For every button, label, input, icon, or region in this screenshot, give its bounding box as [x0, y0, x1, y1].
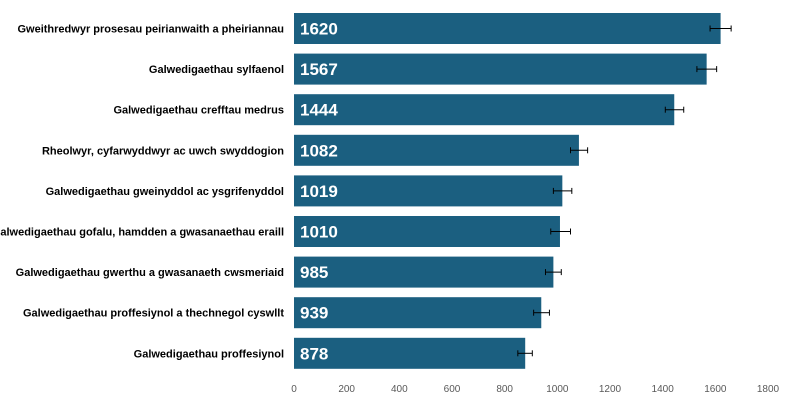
bar-value-label: 939	[300, 304, 328, 323]
bar	[294, 337, 526, 369]
bar-value-label: 1444	[300, 101, 338, 120]
category-label: Galwedigaethau gwerthu a gwasanaeth cwsm…	[16, 267, 284, 279]
x-tick-label: 0	[291, 384, 297, 395]
category-label: Galwedigaethau sylfaenol	[149, 64, 284, 76]
bar	[294, 216, 560, 247]
x-tick-label: 1600	[704, 384, 727, 395]
category-label: Galwedigaethau proffesiynol	[134, 348, 284, 360]
category-label: Galwedigaethau proffesiynol a thechnegol…	[23, 308, 284, 320]
bar	[294, 175, 563, 207]
error-bar	[570, 147, 589, 154]
category-label: Galwedigaethau gofalu, hamdden a gwasana…	[0, 227, 284, 239]
category-label: Gweithredwyr prosesau peirianwaith a phe…	[17, 24, 284, 36]
bar-value-label: 878	[300, 344, 328, 363]
bar	[294, 94, 675, 126]
bar-value-label: 1010	[300, 223, 338, 242]
x-tick-label: 200	[338, 384, 355, 395]
error-bar	[550, 228, 571, 235]
bar	[294, 297, 542, 329]
bar	[294, 53, 707, 85]
x-tick-label: 1400	[652, 384, 675, 395]
bars-layer: 1620 1567 1444 1082 1019 1010 985 939 878	[294, 13, 732, 369]
error-bar	[533, 309, 550, 316]
category-label: Galwedigaethau gweinyddol ac ysgrifenydd…	[46, 186, 284, 198]
error-bar	[544, 269, 562, 276]
error-bar	[517, 350, 533, 357]
category-label: Galwedigaethau crefftau medrus	[113, 105, 284, 117]
x-tick-label: 1800	[757, 384, 780, 395]
bar-value-label: 1567	[300, 60, 338, 79]
error-bar	[696, 66, 718, 73]
x-tick-label: 400	[391, 384, 408, 395]
bar	[294, 13, 721, 44]
error-bar	[664, 106, 685, 113]
category-labels: Gweithredwyr prosesau peirianwaith a phe…	[0, 24, 284, 361]
x-axis-ticks: 0 200 400 600 800 1000 1200 1400 1600 1800	[291, 384, 779, 395]
error-bar	[552, 187, 573, 194]
bar-value-label: 1019	[300, 182, 338, 201]
x-tick-label: 1200	[599, 384, 622, 395]
x-tick-label: 800	[496, 384, 513, 395]
bar-value-label: 985	[300, 263, 328, 282]
bar-value-label: 1082	[300, 141, 338, 160]
bar	[294, 134, 579, 166]
bar-value-label: 1620	[300, 20, 338, 39]
error-bar	[709, 25, 732, 32]
bar	[294, 256, 554, 288]
category-label: Rheolwyr, cyfarwyddwyr ac uwch swyddogio…	[42, 145, 284, 157]
x-tick-label: 600	[444, 384, 461, 395]
x-tick-label: 1000	[546, 384, 569, 395]
